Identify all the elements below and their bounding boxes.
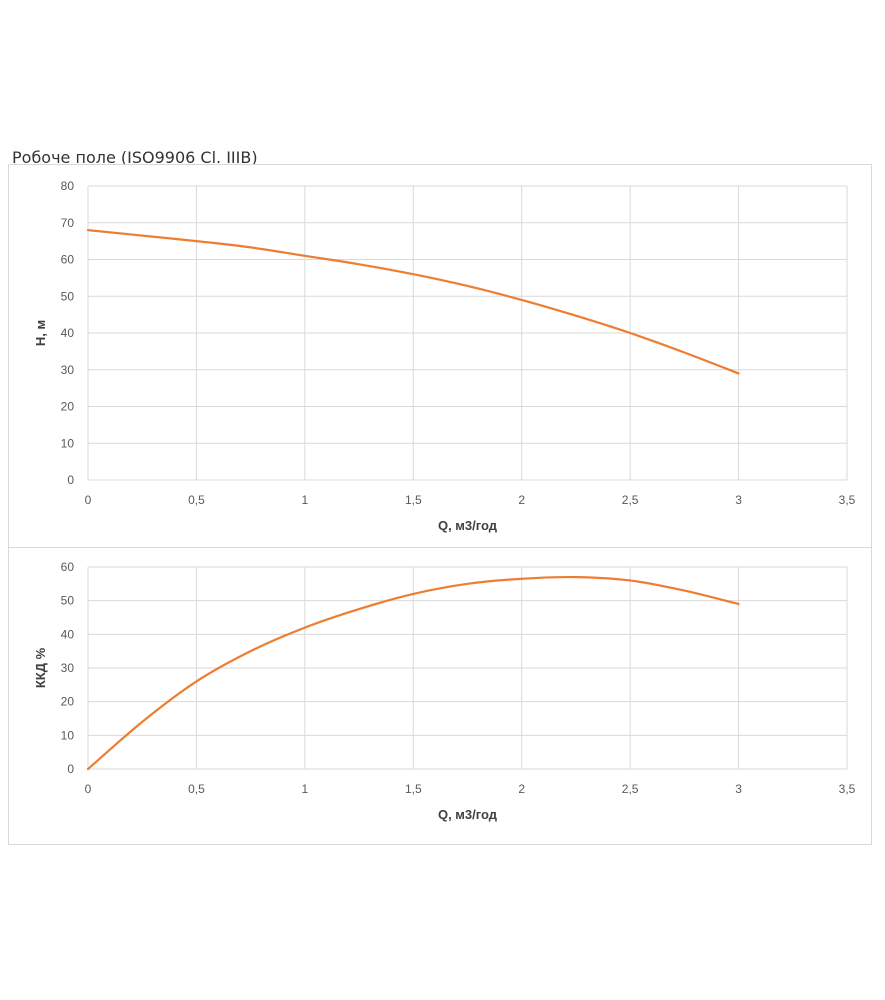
efficiency-chart-x-tick-label: 2 — [518, 782, 525, 796]
head-chart-y-tick-label: 30 — [61, 363, 75, 377]
head-chart-x-tick-label: 0,5 — [188, 493, 205, 507]
head-chart-y-axis-title: H, м — [33, 320, 48, 346]
efficiency-chart-y-tick-label: 30 — [61, 661, 75, 675]
page-title: Робоче поле (ISO9906 Cl. IIIB) — [12, 148, 258, 167]
efficiency-chart-y-tick-label: 50 — [61, 594, 75, 608]
head-chart-x-tick-label: 1 — [302, 493, 309, 507]
efficiency-chart-plot: 0 10 20 30 40 50 60 0 0,5 1 1,5 2 2,5 3 3,5 Q, м3/год… — [33, 560, 856, 822]
head-chart-x-tick-label: 0 — [85, 493, 92, 507]
efficiency-chart-y-tick-label: 0 — [67, 762, 74, 776]
head-chart-x-tick-label: 2 — [518, 493, 525, 507]
head-chart-y-tick-label: 10 — [61, 436, 75, 450]
efficiency-chart-x-tick-label: 2,5 — [622, 782, 639, 796]
head-chart-y-tick-label: 80 — [61, 179, 75, 193]
head-chart-x-tick-label: 3,5 — [839, 493, 856, 507]
head-chart-plot: 0 10 20 30 40 50 60 70 80 0 0,5 1 1,5 2 2,5 3 3,5 Q, м3… — [33, 179, 856, 533]
head-chart-y-tick-label: 50 — [61, 289, 75, 303]
head-chart-x-ticks: 0 0,5 1 1,5 2 2,5 3 3,5 — [85, 493, 856, 507]
efficiency-chart-x-tick-label: 1 — [302, 782, 309, 796]
head-chart-y-tick-label: 20 — [61, 400, 75, 414]
efficiency-chart-y-tick-label: 10 — [61, 728, 75, 742]
head-chart-y-tick-label: 0 — [67, 473, 74, 487]
efficiency-chart-y-ticks: 0 10 20 30 40 50 60 — [61, 560, 75, 776]
head-chart-y-tick-label: 40 — [61, 326, 75, 340]
efficiency-chart-y-tick-label: 40 — [61, 627, 75, 641]
head-chart-x-tick-label: 2,5 — [622, 493, 639, 507]
efficiency-chart-y-tick-label: 20 — [61, 695, 75, 709]
efficiency-chart-x-tick-label: 3,5 — [839, 782, 856, 796]
efficiency-chart-grid — [87, 566, 848, 770]
head-chart-series — [86, 229, 740, 375]
efficiency-chart-y-tick-label: 60 — [61, 560, 75, 574]
head-chart-x-tick-label: 1,5 — [405, 493, 422, 507]
efficiency-chart-x-ticks: 0 0,5 1 1,5 2 2,5 3 3,5 — [85, 782, 856, 796]
head-chart-x-tick-label: 3 — [735, 493, 742, 507]
efficiency-chart-x-tick-label: 3 — [735, 782, 742, 796]
efficiency-chart-x-tick-label: 1,5 — [405, 782, 422, 796]
efficiency-chart-x-axis-title: Q, м3/год — [438, 807, 498, 822]
efficiency-chart-x-tick-label: 0,5 — [188, 782, 205, 796]
efficiency-chart: 0 10 20 30 40 50 60 0 0,5 1 1,5 2 2,5 3 3,5 Q, м3/год… — [8, 547, 872, 845]
head-chart: 0 10 20 30 40 50 60 70 80 0 0,5 1 1,5 2 2,5 3 3,5 Q, м3… — [8, 164, 872, 548]
efficiency-chart-x-tick-label: 0 — [85, 782, 92, 796]
efficiency-chart-series — [86, 575, 740, 771]
head-chart-y-tick-label: 60 — [61, 253, 75, 267]
head-chart-x-axis-title: Q, м3/год — [438, 518, 498, 533]
head-chart-grid — [87, 185, 848, 481]
efficiency-chart-series-line — [86, 575, 740, 771]
head-chart-y-ticks: 0 10 20 30 40 50 60 70 80 — [61, 179, 75, 487]
head-chart-series-line — [86, 229, 740, 375]
efficiency-chart-y-axis-title: ККД % — [33, 647, 48, 688]
head-chart-y-tick-label: 70 — [61, 216, 75, 230]
